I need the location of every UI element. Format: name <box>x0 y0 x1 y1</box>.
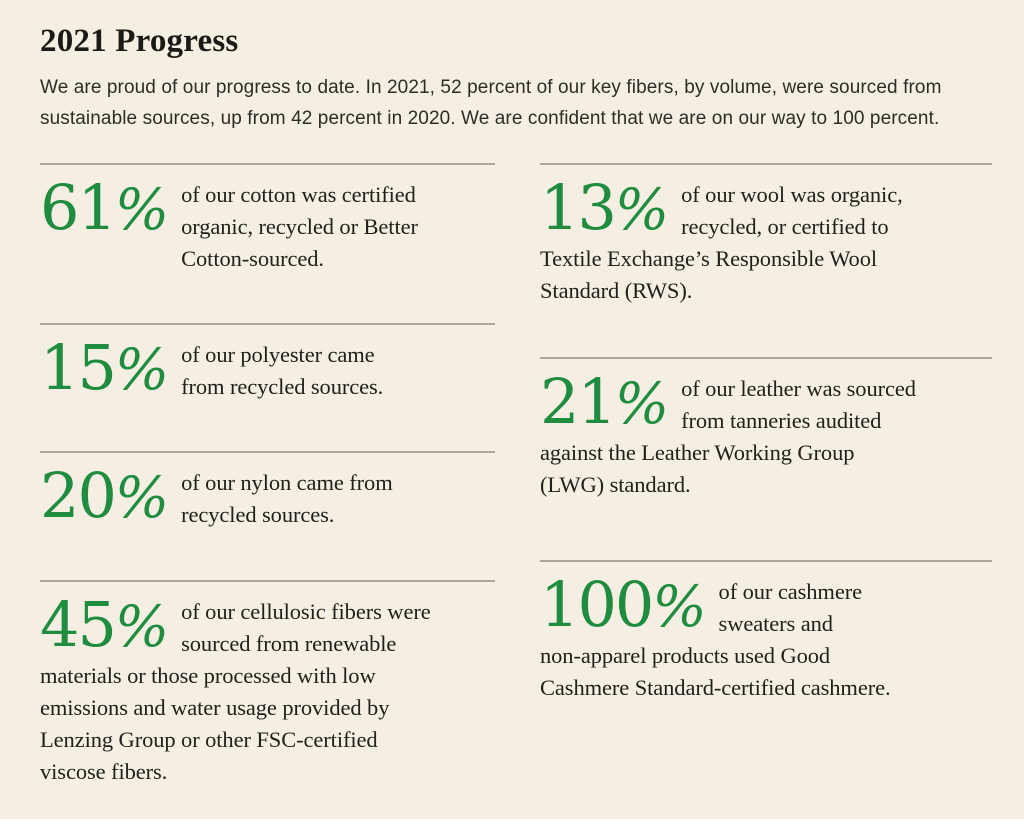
percent-sign: % <box>652 574 707 640</box>
percent-sign: % <box>614 371 670 437</box>
stats-grid: 61% of our cotton was certified organic,… <box>40 163 992 788</box>
stat-polyester: 15% of our polyester came from recycled … <box>40 323 495 451</box>
stat-cellulosic: 45% of our cellulosic fibers were source… <box>40 580 495 788</box>
page-title: 2021 Progress <box>40 23 239 59</box>
stat-wool: 13% of our wool was organic, recycled, o… <box>540 163 992 357</box>
stat-cashmere-value: 100% <box>540 568 707 641</box>
stat-cashmere-description: of our cashmere sweaters and non-apparel… <box>540 579 891 700</box>
stats-right-column: 13% of our wool was organic, recycled, o… <box>540 163 992 788</box>
stat-cotton: 61% of our cotton was certified organic,… <box>40 163 495 323</box>
stat-polyester-value: 15% <box>40 331 170 404</box>
stat-nylon-value: 20% <box>40 459 170 532</box>
stat-polyester-description: of our polyester came from recycled sour… <box>181 342 384 399</box>
percent-sign: % <box>114 465 170 531</box>
stat-wool-value: 13% <box>540 171 670 244</box>
stat-nylon: 20% of our nylon came from recycled sour… <box>40 451 495 580</box>
stat-leather-value: 21% <box>540 365 670 438</box>
stat-cashmere: 100% of our cashmere sweaters and non-ap… <box>540 560 992 704</box>
stat-cellulosic-description: of our cellulosic fibers were sourced fr… <box>40 599 431 784</box>
intro-text: We are proud of our progress to date. In… <box>40 77 942 129</box>
stat-leather-description: of our leather was sourced from tannerie… <box>540 376 916 497</box>
stat-cotton-value: 61% <box>40 171 170 244</box>
stat-wool-description: of our wool was organic, recycled, or ce… <box>540 182 903 303</box>
percent-sign: % <box>114 177 170 243</box>
stats-left-column: 61% of our cotton was certified organic,… <box>40 163 495 788</box>
percent-sign: % <box>114 337 170 403</box>
stat-cellulosic-value: 45% <box>40 588 170 661</box>
stat-cotton-description: of our cotton was certified organic, rec… <box>181 182 418 271</box>
percent-sign: % <box>614 177 670 243</box>
stat-nylon-description: of our nylon came from recycled sources. <box>181 470 393 527</box>
percent-sign: % <box>114 594 170 660</box>
stat-leather: 21% of our leather was sourced from tann… <box>540 357 992 560</box>
